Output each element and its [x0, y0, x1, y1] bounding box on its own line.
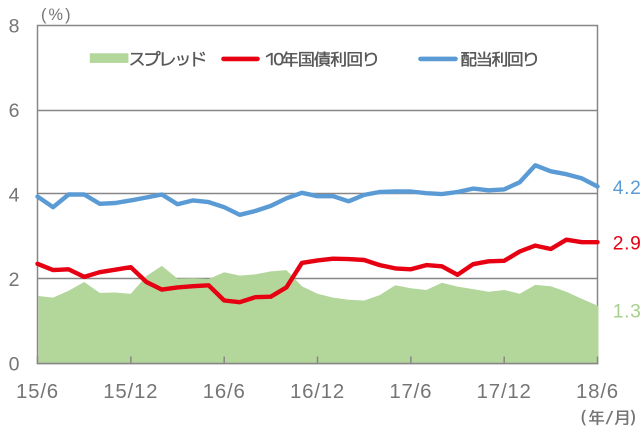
svg-text:2: 2	[9, 269, 20, 291]
svg-text:15/6: 15/6	[16, 381, 59, 403]
svg-text:0: 0	[9, 354, 20, 376]
svg-text:17/6: 17/6	[389, 381, 432, 403]
svg-text:16/6: 16/6	[203, 381, 246, 403]
svg-text:4.2: 4.2	[613, 178, 642, 199]
svg-text:2.9: 2.9	[613, 233, 642, 254]
svg-text:16/12: 16/12	[290, 381, 345, 403]
svg-text:8: 8	[9, 16, 20, 38]
svg-text:4: 4	[9, 185, 20, 207]
svg-text:15/12: 15/12	[103, 381, 158, 403]
svg-text:1.3: 1.3	[613, 301, 642, 322]
svg-text:17/12: 17/12	[477, 381, 532, 403]
svg-text:18/6: 18/6	[576, 381, 619, 403]
svg-text:(%): (%)	[41, 6, 73, 24]
svg-text:6: 6	[9, 100, 20, 122]
